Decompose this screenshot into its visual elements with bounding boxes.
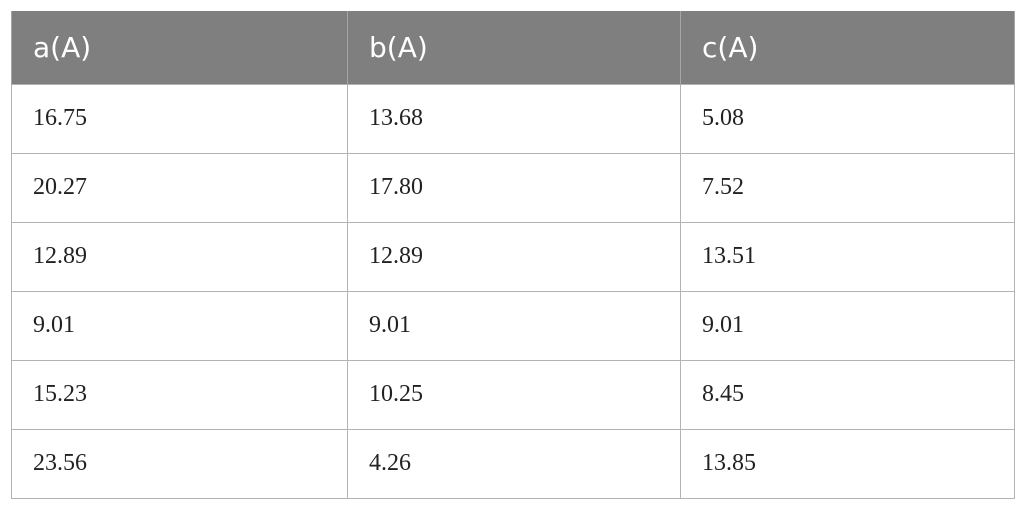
data-table: a(A) b(A) c(A) 16.75 13.68 5.08 20.27 17… — [11, 11, 1015, 499]
table-cell-a: 23.56 — [11, 428, 348, 499]
column-header-a: a(A) — [11, 11, 348, 84]
table-cell-b: 13.68 — [347, 83, 681, 154]
table-cell-b: 12.89 — [347, 221, 681, 292]
table-cell-a: 16.75 — [11, 83, 348, 154]
table-cell-b: 9.01 — [347, 290, 681, 361]
table-cell-b: 10.25 — [347, 359, 681, 430]
table-row: 12.89 12.89 13.51 — [11, 221, 1015, 292]
table-cell-c: 8.45 — [680, 359, 1015, 430]
table-row: 16.75 13.68 5.08 — [11, 83, 1015, 154]
table-cell-c: 13.85 — [680, 428, 1015, 499]
table-cell-a: 12.89 — [11, 221, 348, 292]
table-header: a(A) b(A) c(A) — [11, 11, 1015, 84]
table-row: 23.56 4.26 13.85 — [11, 428, 1015, 499]
table-cell-a: 15.23 — [11, 359, 348, 430]
table-cell-a: 20.27 — [11, 152, 348, 223]
table-cell-c: 13.51 — [680, 221, 1015, 292]
table-cell-b: 17.80 — [347, 152, 681, 223]
column-header-b: b(A) — [347, 11, 681, 84]
table-row: 15.23 10.25 8.45 — [11, 359, 1015, 430]
table-cell-c: 7.52 — [680, 152, 1015, 223]
table-cell-c: 5.08 — [680, 83, 1015, 154]
table-cell-c: 9.01 — [680, 290, 1015, 361]
table-cell-b: 4.26 — [347, 428, 681, 499]
table-cell-a: 9.01 — [11, 290, 348, 361]
table-row: 20.27 17.80 7.52 — [11, 152, 1015, 223]
table-body: 16.75 13.68 5.08 20.27 17.80 7.52 12.89 … — [11, 83, 1015, 499]
table-row: 9.01 9.01 9.01 — [11, 290, 1015, 361]
header-row: a(A) b(A) c(A) — [11, 11, 1015, 84]
data-table-container: a(A) b(A) c(A) 16.75 13.68 5.08 20.27 17… — [11, 11, 1015, 499]
column-header-c: c(A) — [680, 11, 1015, 84]
